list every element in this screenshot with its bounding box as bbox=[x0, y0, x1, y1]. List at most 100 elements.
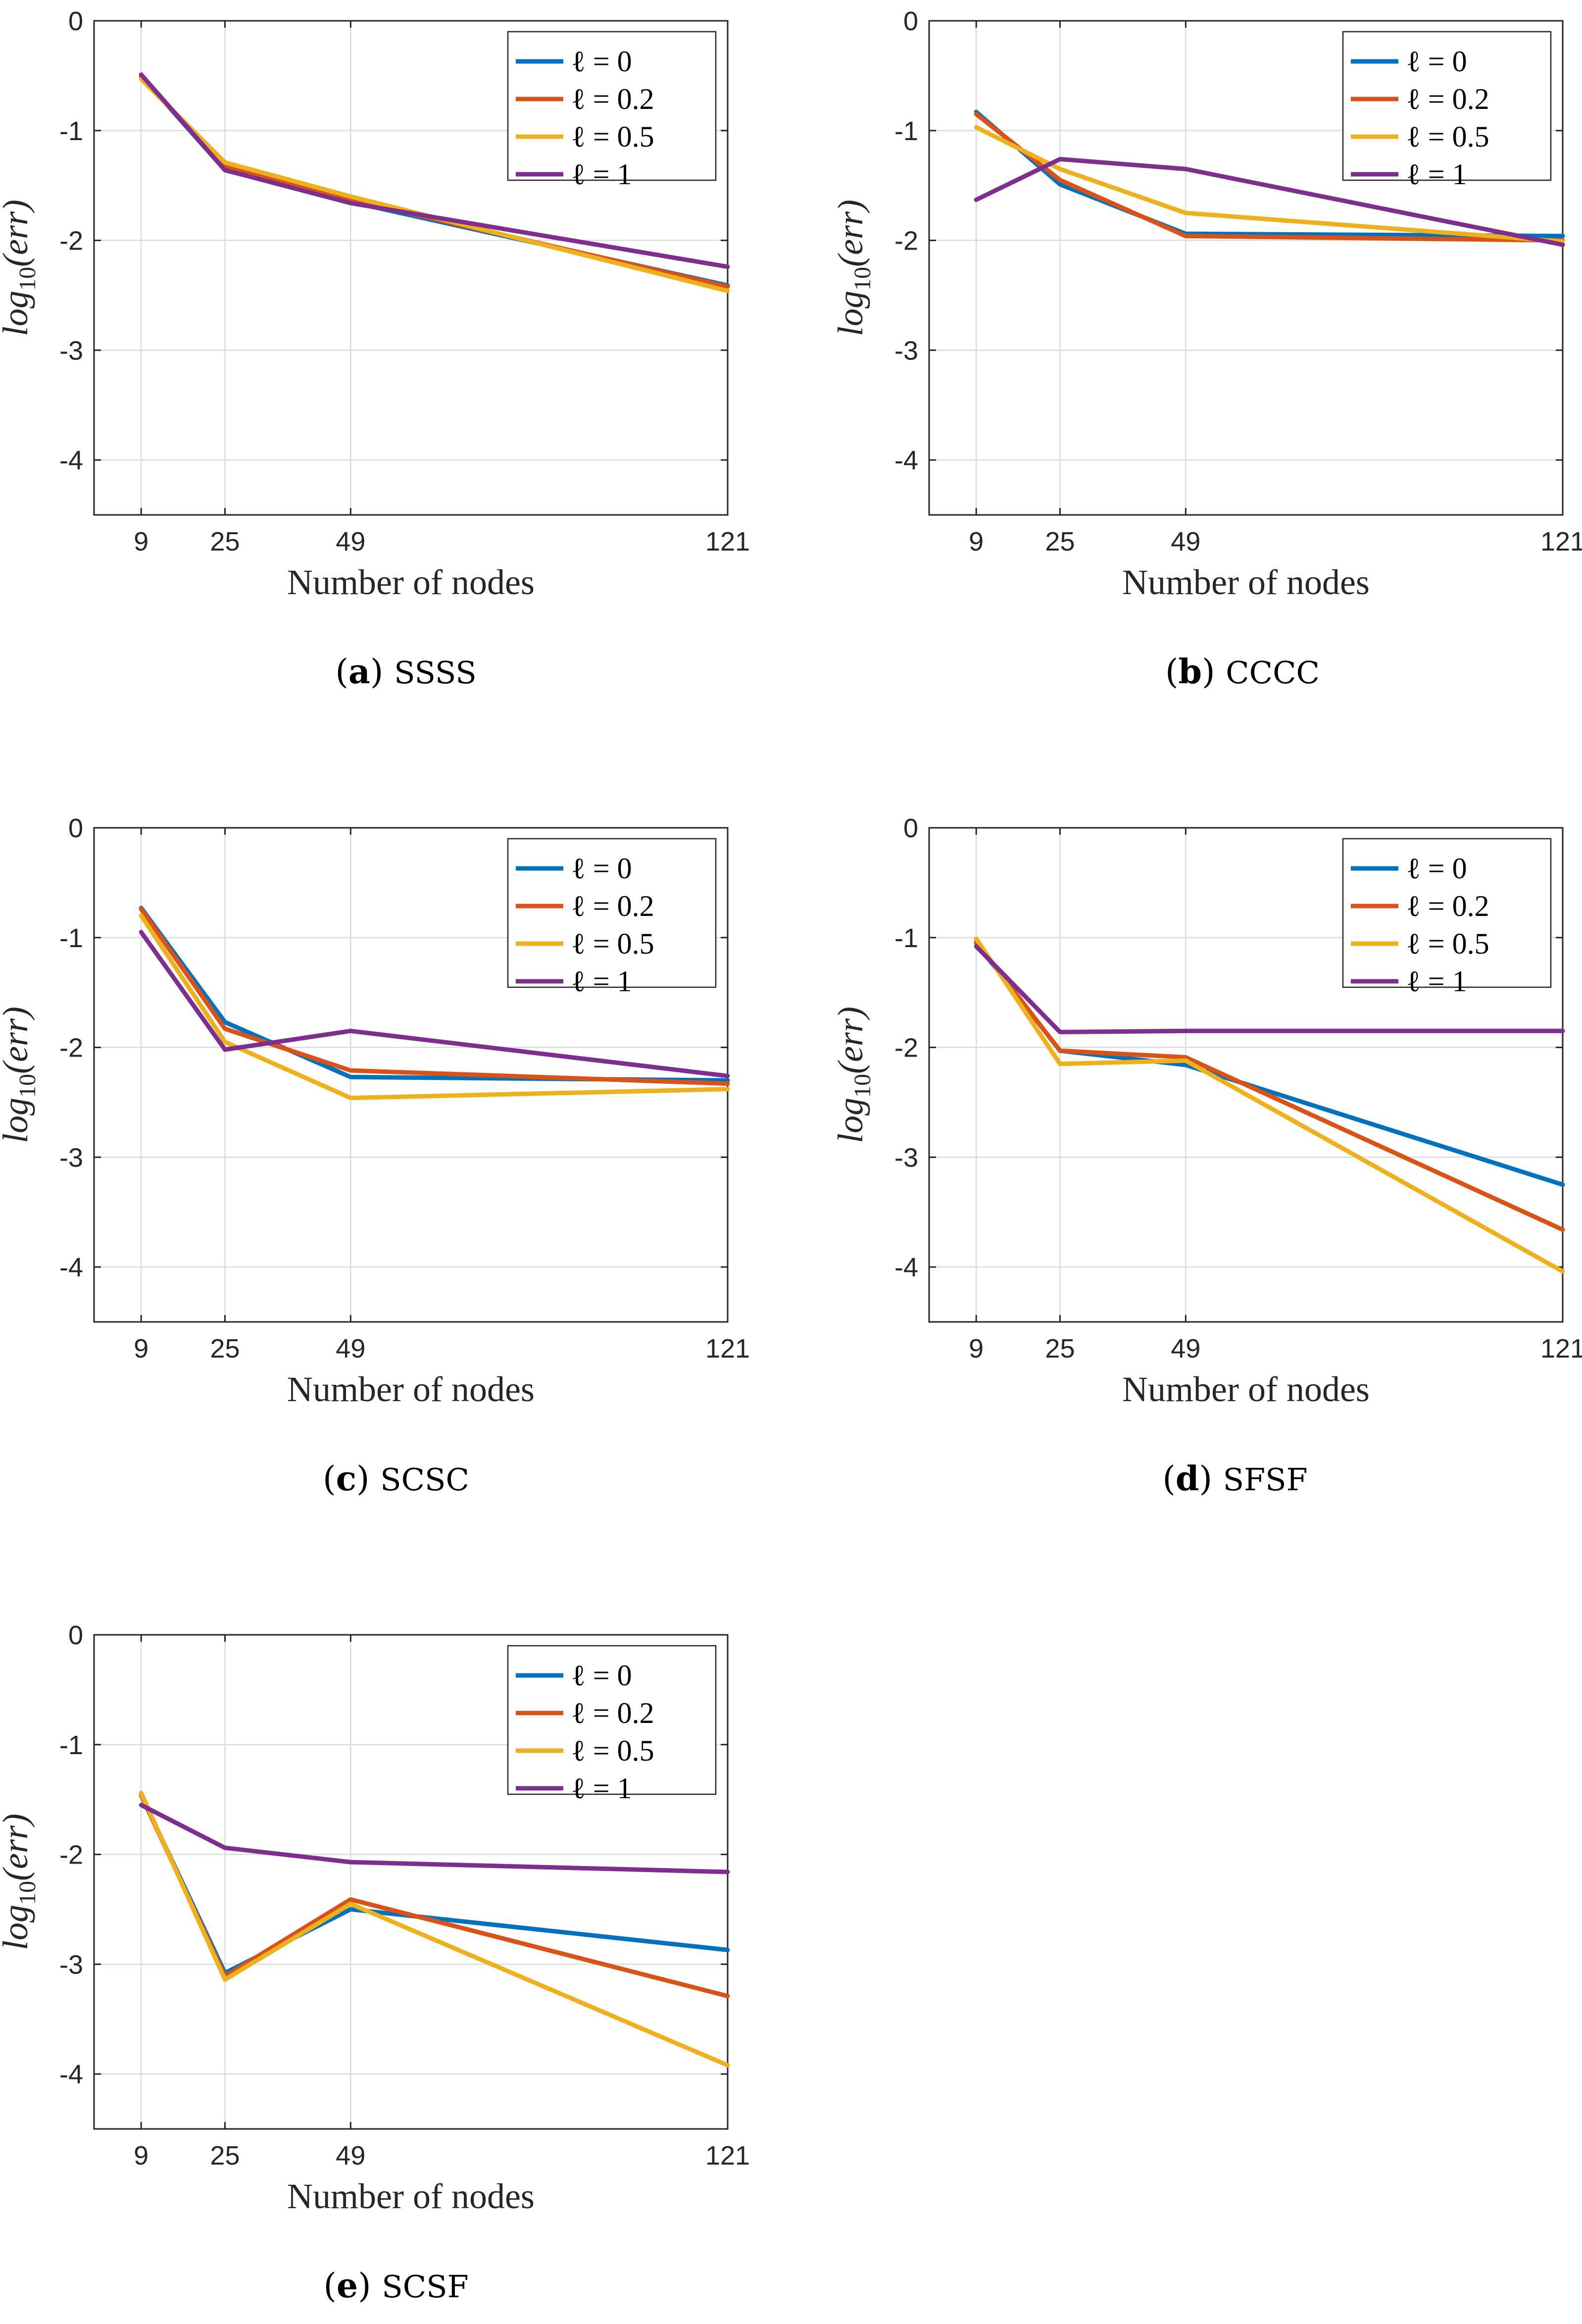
legend-label-0: ℓ = 0 bbox=[571, 852, 632, 885]
series-line-2 bbox=[974, 936, 1565, 1274]
panel-caption: (a) SSSS bbox=[335, 652, 476, 692]
y-tick-label: -3 bbox=[59, 336, 83, 365]
panel-caption: (d) SFSF bbox=[1162, 1459, 1307, 1499]
y-axis-label: log10(err) bbox=[831, 1007, 876, 1143]
y-axis-label-base: log bbox=[0, 291, 35, 336]
x-tick-label: 121 bbox=[705, 2141, 750, 2171]
x-axis-label: Number of nodes bbox=[287, 2176, 535, 2216]
y-tick-label: -4 bbox=[59, 446, 83, 475]
x-tick-label: 9 bbox=[134, 2141, 148, 2171]
series-line-3 bbox=[139, 930, 730, 1078]
x-axis-label: Number of nodes bbox=[287, 1369, 535, 1409]
chart-panel-c: 9 25 49 121 0 -1 -2 -3 -4 Number of nodes log10(er… bbox=[0, 813, 750, 1499]
y-axis-label: log10(err) bbox=[0, 200, 41, 336]
y-tick-label: 0 bbox=[68, 6, 83, 36]
y-axis-label-base: log bbox=[0, 1098, 35, 1143]
y-tick-label: -3 bbox=[59, 1143, 83, 1172]
y-tick-label: -1 bbox=[59, 923, 83, 953]
y-axis-label-subscript: 10 bbox=[14, 1074, 41, 1098]
legend: ℓ = 0 ℓ = 0.2 ℓ = 0.5 ℓ = 1 bbox=[507, 1645, 717, 1805]
y-tick-label: -4 bbox=[59, 1253, 83, 1282]
legend-label-3: ℓ = 1 bbox=[571, 158, 632, 191]
caption-title: SFSF bbox=[1223, 1462, 1308, 1498]
series-line-3 bbox=[974, 944, 1565, 1034]
legend-label-2: ℓ = 0.5 bbox=[1406, 120, 1489, 153]
x-tick-label: 25 bbox=[210, 527, 240, 556]
x-tick-label: 9 bbox=[969, 527, 984, 556]
caption-letter: d bbox=[1176, 1459, 1199, 1499]
legend-box bbox=[1342, 838, 1552, 988]
x-tick-label: 49 bbox=[336, 527, 365, 556]
y-tick-label: -4 bbox=[894, 446, 918, 475]
legend-label-2: ℓ = 0.5 bbox=[1406, 927, 1489, 960]
caption-open-paren: ( bbox=[335, 653, 348, 692]
legend-box bbox=[507, 1645, 717, 1795]
x-tick-label: 9 bbox=[134, 1334, 148, 1364]
y-tick-label: -4 bbox=[59, 2060, 83, 2089]
legend-label-0: ℓ = 0 bbox=[1406, 852, 1467, 885]
caption-open-paren: ( bbox=[323, 1460, 336, 1499]
caption-open-paren: ( bbox=[323, 2267, 337, 2306]
y-axis-label-argument: (err) bbox=[831, 1007, 870, 1074]
caption-letter: c bbox=[336, 1459, 356, 1499]
y-tick-label: -2 bbox=[59, 1033, 83, 1063]
legend-label-0: ℓ = 0 bbox=[1406, 45, 1467, 78]
caption-close-paren: ) bbox=[1202, 653, 1226, 692]
series-line-2 bbox=[974, 125, 1565, 244]
y-axis-label-subscript: 10 bbox=[849, 1074, 876, 1098]
legend: ℓ = 0 ℓ = 0.2 ℓ = 0.5 ℓ = 1 bbox=[507, 31, 717, 191]
y-axis-label-base: log bbox=[831, 291, 870, 336]
legend-label-1: ℓ = 0.2 bbox=[571, 890, 654, 922]
chart-panel-d: 9 25 49 121 0 -1 -2 -3 -4 Number of nodes log10(er… bbox=[831, 813, 1582, 1499]
x-tick-label: 25 bbox=[210, 2141, 240, 2171]
caption-open-paren: ( bbox=[1162, 1460, 1176, 1499]
y-tick-label: -2 bbox=[894, 1033, 918, 1063]
x-tick-label: 121 bbox=[705, 1334, 750, 1364]
caption-title: SCSC bbox=[380, 1462, 469, 1498]
caption-letter: b bbox=[1179, 652, 1202, 692]
legend-label-2: ℓ = 0.5 bbox=[571, 927, 654, 960]
legend-label-0: ℓ = 0 bbox=[571, 1659, 632, 1692]
legend-label-3: ℓ = 1 bbox=[571, 965, 632, 998]
panel-caption: (b) CCCC bbox=[1165, 652, 1320, 692]
caption-letter: e bbox=[337, 2266, 358, 2306]
y-tick-label: -1 bbox=[59, 1730, 83, 1760]
y-axis-label: log10(err) bbox=[0, 1007, 41, 1143]
y-axis-label-argument: (err) bbox=[0, 1814, 35, 1881]
legend-label-1: ℓ = 0.2 bbox=[571, 1697, 654, 1729]
legend-label-1: ℓ = 0.2 bbox=[571, 83, 654, 115]
x-tick-label: 49 bbox=[1171, 527, 1200, 556]
x-axis-label: Number of nodes bbox=[1122, 1369, 1370, 1409]
legend-label-1: ℓ = 0.2 bbox=[1406, 83, 1489, 115]
caption-close-paren: ) bbox=[356, 1460, 380, 1499]
caption-title: SSSS bbox=[394, 655, 477, 691]
y-axis-label: log10(err) bbox=[0, 1814, 41, 1950]
chart-panel-e: 9 25 49 121 0 -1 -2 -3 -4 Number of nodes log10(er… bbox=[0, 1620, 750, 2306]
series-line-3 bbox=[139, 72, 730, 269]
legend: ℓ = 0 ℓ = 0.2 ℓ = 0.5 ℓ = 1 bbox=[1342, 838, 1552, 998]
y-axis-label: log10(err) bbox=[831, 200, 876, 336]
legend-label-2: ℓ = 0.5 bbox=[571, 1734, 654, 1767]
x-tick-label: 25 bbox=[210, 1334, 240, 1364]
y-tick-label: -4 bbox=[894, 1253, 918, 1282]
legend-label-2: ℓ = 0.5 bbox=[571, 120, 654, 153]
x-tick-label: 9 bbox=[134, 527, 148, 556]
x-axis-label: Number of nodes bbox=[1122, 562, 1370, 602]
axis-frame bbox=[93, 1634, 729, 2130]
y-axis-label-subscript: 10 bbox=[14, 1881, 41, 1905]
y-tick-label: -3 bbox=[894, 1143, 918, 1172]
legend-box bbox=[1342, 31, 1552, 181]
y-tick-label: -1 bbox=[59, 116, 83, 146]
y-tick-label: -1 bbox=[894, 923, 918, 953]
y-axis-label-subscript: 10 bbox=[14, 267, 41, 291]
y-axis-label-argument: (err) bbox=[0, 1007, 35, 1074]
y-axis-label-base: log bbox=[831, 1098, 870, 1143]
panel-caption: (c) SCSC bbox=[323, 1459, 469, 1499]
chart-panel-a: 9 25 49 121 0 -1 -2 -3 -4 Number of nodes log10(er… bbox=[0, 6, 750, 692]
y-tick-label: 0 bbox=[903, 813, 918, 843]
series-line-2 bbox=[139, 913, 730, 1101]
series-line-3 bbox=[974, 156, 1565, 247]
x-tick-label: 49 bbox=[1171, 1334, 1200, 1364]
x-tick-label: 121 bbox=[705, 527, 750, 556]
y-axis-label-base: log bbox=[0, 1905, 35, 1950]
